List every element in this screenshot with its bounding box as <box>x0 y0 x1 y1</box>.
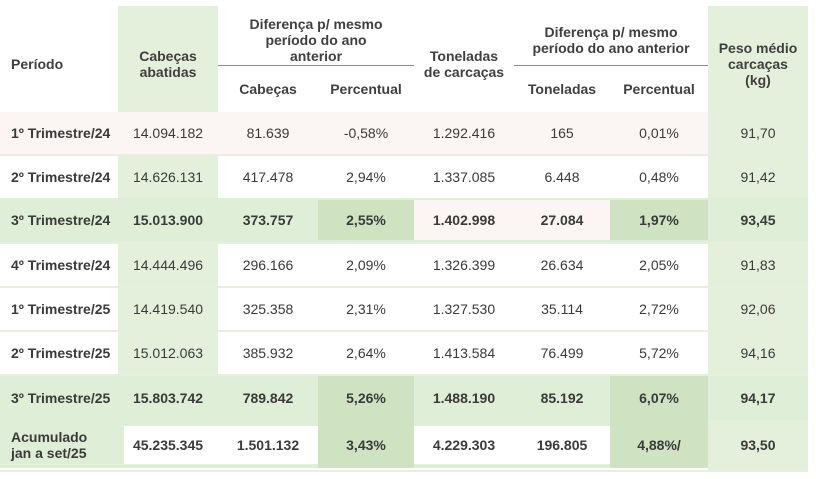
row-dif-cabecas: 417.478 <box>242 168 294 185</box>
row-peso: 93,45 <box>740 211 776 228</box>
row-toneladas: 1.326.399 <box>432 256 496 273</box>
row-dif-cabecas: 385.932 <box>242 344 294 361</box>
row-band-3t24-inner <box>414 200 610 240</box>
row-peso: 93,50 <box>740 436 776 453</box>
row-pct2: 6,07% <box>639 389 679 406</box>
row-periodo: 2º Trimestre/24 <box>11 168 111 185</box>
row-dif-toneladas: 76.499 <box>540 344 584 361</box>
header-divider-1 <box>218 65 414 66</box>
row-separator <box>0 470 808 472</box>
header-sub-toneladas: Toneladas <box>527 80 597 97</box>
row-pct1: 5,26% <box>346 389 386 406</box>
highlight-pct2-3t24 <box>610 200 708 240</box>
row-dif-cabecas: 789.842 <box>242 389 294 406</box>
row-pct1: 2,94% <box>346 168 386 185</box>
acumulado-box-3 <box>414 426 514 464</box>
row-cabecas: 14.626.131 <box>132 168 204 185</box>
row-periodo: 1º Trimestre/25 <box>11 300 111 317</box>
row-pct1: 3,43% <box>346 436 386 453</box>
row-pct2: 0,01% <box>639 124 679 141</box>
row-dif-toneladas: 85.192 <box>540 389 584 406</box>
acumulado-box-1 <box>124 426 218 464</box>
row-periodo: 4º Trimestre/24 <box>11 256 111 273</box>
row-dif-cabecas: 81.639 <box>246 124 290 141</box>
row-cabecas: 14.444.496 <box>132 256 204 273</box>
row-toneladas: 1.402.998 <box>432 211 496 228</box>
row-peso: 94,17 <box>740 389 776 406</box>
row-pct2: 5,72% <box>639 344 679 361</box>
row-pct1: 2,64% <box>346 344 386 361</box>
row-toneladas: 1.488.190 <box>432 389 496 406</box>
row-toneladas: 1.413.584 <box>432 344 496 361</box>
row-dif-toneladas: 35.114 <box>541 300 583 317</box>
row-toneladas: 1.292.416 <box>432 124 496 141</box>
row-separator <box>0 330 808 332</box>
row-dif-cabecas: 325.358 <box>242 300 294 317</box>
row-periodo: Acumulado jan a set/25 <box>11 428 88 461</box>
row-toneladas: 4.229.303 <box>432 436 496 453</box>
row-periodo: 2º Trimestre/25 <box>11 344 111 361</box>
row-separator <box>0 286 808 288</box>
row-toneladas: 1.337.085 <box>432 168 496 185</box>
row-pct1: 2,09% <box>346 256 386 273</box>
header-diferenca-toneladas: Diferença p/ mesmo período do ano anteri… <box>532 23 690 56</box>
acumulado-box-4 <box>514 426 610 464</box>
row-cabecas: 14.094.182 <box>132 124 204 141</box>
row-dif-cabecas: 296.166 <box>242 256 294 273</box>
row-cabecas: 45.235.345 <box>132 436 204 453</box>
acumulado-box-2 <box>218 426 318 464</box>
row-dif-toneladas: 165 <box>550 124 574 141</box>
row-peso: 94,16 <box>740 344 776 361</box>
highlight-pct2-acumulado <box>610 420 708 468</box>
highlight-pct2-3t25 <box>610 376 708 420</box>
header-divider-2 <box>514 65 708 66</box>
row-peso: 91,83 <box>740 256 776 273</box>
row-toneladas: 1.327.530 <box>432 300 496 317</box>
header-sub-percentual-2: Percentual <box>623 80 695 97</box>
row-dif-toneladas: 6.448 <box>544 168 580 185</box>
header-sub-percentual-1: Percentual <box>330 80 402 97</box>
row-peso: 91,70 <box>740 124 776 141</box>
row-dif-toneladas: 27.084 <box>540 211 584 228</box>
row-cabecas: 14.419.540 <box>132 300 204 317</box>
highlight-pct1-acumulado <box>318 420 414 468</box>
row-peso: 91,42 <box>740 168 776 185</box>
highlight-pct1-3t24 <box>318 200 414 240</box>
row-band-1b <box>218 112 708 154</box>
row-dif-toneladas: 26.634 <box>540 256 584 273</box>
row-separator <box>0 374 808 376</box>
row-separator <box>0 242 808 244</box>
row-cabecas: 15.013.900 <box>132 211 204 228</box>
row-cabecas: 15.012.063 <box>132 344 204 361</box>
row-cabecas: 15.803.742 <box>132 389 204 406</box>
row-pct2: 0,48% <box>639 168 679 185</box>
header-peso-medio: Peso médio carcaças (kg) <box>718 39 798 89</box>
row-pct2: 1,97% <box>639 211 679 228</box>
header-diferenca-cabecas: Diferença p/ mesmo período do ano anteri… <box>249 15 383 65</box>
row-pct1: -0,58% <box>343 124 389 141</box>
row-dif-cabecas: 1.501.132 <box>236 436 300 453</box>
row-periodo: 1º Trimestre/24 <box>11 124 111 141</box>
row-pct2: 2,72% <box>639 300 679 317</box>
row-dif-toneladas: 196.805 <box>536 436 588 453</box>
header-sub-cabecas: Cabeças <box>239 80 297 97</box>
row-separator <box>0 154 808 156</box>
row-periodo: 3º Trimestre/24 <box>11 211 111 228</box>
header-periodo: Período <box>11 55 64 72</box>
row-pct2: 2,05% <box>639 256 679 273</box>
row-pct1: 2,55% <box>346 211 386 228</box>
header-toneladas-carcacas: Toneladas de carcaças <box>423 47 505 80</box>
row-peso: 92,06 <box>740 300 776 317</box>
row-periodo: 3º Trimestre/25 <box>11 389 111 406</box>
highlight-pct1-3t25 <box>318 376 414 420</box>
row-dif-cabecas: 373.757 <box>242 211 294 228</box>
row-pct1: 2,31% <box>346 300 386 317</box>
row-pct2: 4,88%/ <box>637 436 681 453</box>
header-cabecas-abatidas: Cabeças abatidas <box>139 47 197 80</box>
